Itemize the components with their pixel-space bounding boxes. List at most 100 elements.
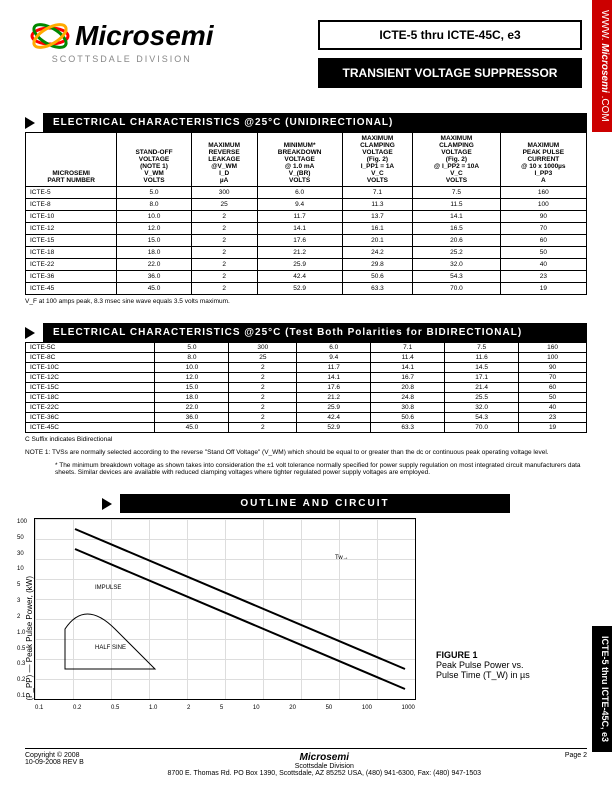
table-cell: 11.4 bbox=[371, 353, 445, 363]
table-cell: 19 bbox=[500, 283, 586, 295]
table-cell: 2 bbox=[229, 403, 297, 413]
table-row: ICTE-1818.0221.224.225.250 bbox=[26, 247, 587, 259]
table-cell: 6.0 bbox=[297, 343, 371, 353]
table-cell: 90 bbox=[519, 363, 587, 373]
table-cell: ICTE-12 bbox=[26, 223, 117, 235]
table-row: ICTE-1515.0217.620.120.660 bbox=[26, 235, 587, 247]
svg-text:Tw→: Tw→ bbox=[335, 555, 349, 561]
table-cell: 45.0 bbox=[117, 283, 191, 295]
table-cell: 15.0 bbox=[117, 235, 191, 247]
table-cell: 54.3 bbox=[445, 413, 519, 423]
table-cell: 24.8 bbox=[371, 393, 445, 403]
table-cell: 13.7 bbox=[342, 211, 413, 223]
table-cell: 32.0 bbox=[445, 403, 519, 413]
table-row: ICTE-18C18.0221.224.825.550 bbox=[26, 393, 587, 403]
table-cell: 14.5 bbox=[445, 363, 519, 373]
table-cell: 25.9 bbox=[297, 403, 371, 413]
note1: NOTE 1: TVSs are normally selected accor… bbox=[0, 446, 612, 459]
table-cell: 25 bbox=[229, 353, 297, 363]
table-cell: 15.0 bbox=[155, 383, 229, 393]
svg-text:HALF SINE: HALF SINE bbox=[95, 645, 126, 651]
table-cell: 90 bbox=[500, 211, 586, 223]
section1-title: ELECTRICAL CHARACTERISTICS @25°C (UNIDIR… bbox=[43, 113, 587, 132]
footer-company: Microsemi bbox=[168, 752, 482, 763]
table-row: ICTE-1010.0211.713.714.190 bbox=[26, 211, 587, 223]
table-cell: 100 bbox=[519, 353, 587, 363]
table-cell: 63.3 bbox=[342, 283, 413, 295]
table-cell: 5.0 bbox=[117, 187, 191, 199]
table-row: ICTE-55.03006.07.17.5160 bbox=[26, 187, 587, 199]
table-cell: 9.4 bbox=[257, 199, 342, 211]
table-cell: 20.8 bbox=[371, 383, 445, 393]
table-row: ICTE-45C45.0252.963.370.019 bbox=[26, 423, 587, 433]
footer-left: Copyright © 2008 10-09-2008 REV B bbox=[25, 752, 84, 766]
table-cell: ICTE-15 bbox=[26, 235, 117, 247]
chart-container: (P_PP) — Peak Pulse Power, (kW) IMPULSE … bbox=[25, 518, 587, 700]
column-header: MAXIMUM CLAMPING VOLTAGE (Fig. 2) @ I_PP… bbox=[413, 133, 501, 187]
table-cell: 5.0 bbox=[155, 343, 229, 353]
table-cell: 2 bbox=[191, 235, 257, 247]
table-cell: 70 bbox=[519, 373, 587, 383]
table-cell: 23 bbox=[500, 271, 586, 283]
table-cell: 21.2 bbox=[297, 393, 371, 403]
table-cell: 60 bbox=[500, 235, 586, 247]
table-cell: 160 bbox=[519, 343, 587, 353]
table-cell: 100 bbox=[500, 199, 586, 211]
svg-text:IMPULSE: IMPULSE bbox=[95, 585, 121, 591]
sidebar: WWW. Microsemi .COM ICTE-5 thru ICTE-45C… bbox=[592, 0, 612, 792]
table-cell: 36.0 bbox=[155, 413, 229, 423]
table-cell: 70.0 bbox=[413, 283, 501, 295]
column-header: MAXIMUM CLAMPING VOLTAGE (Fig. 2) I_PP1 … bbox=[342, 133, 413, 187]
table-cell: 17.6 bbox=[297, 383, 371, 393]
outline-header: OUTLINE AND CIRCUIT bbox=[0, 494, 612, 513]
table-cell: ICTE-10C bbox=[26, 363, 155, 373]
table-row: ICTE-2222.0225.929.832.040 bbox=[26, 259, 587, 271]
arrow-icon bbox=[25, 117, 35, 129]
table-cell: ICTE-45C bbox=[26, 423, 155, 433]
table-cell: 2 bbox=[191, 283, 257, 295]
logo-area: Microsemi SCOTTSDALE DIVISION bbox=[30, 20, 214, 64]
table-cell: 11.7 bbox=[297, 363, 371, 373]
table-cell: 36.0 bbox=[117, 271, 191, 283]
table-cell: 22.0 bbox=[155, 403, 229, 413]
division-label: SCOTTSDALE DIVISION bbox=[52, 54, 192, 64]
table-cell: 10.0 bbox=[155, 363, 229, 373]
table-cell: 17.1 bbox=[445, 373, 519, 383]
table-cell: 14.1 bbox=[297, 373, 371, 383]
table-cell: 16.5 bbox=[413, 223, 501, 235]
table-cell: 2 bbox=[229, 383, 297, 393]
table-cell: ICTE-18C bbox=[26, 393, 155, 403]
table-cell: 21.4 bbox=[445, 383, 519, 393]
table-cell: 2 bbox=[229, 393, 297, 403]
table-cell: 18.0 bbox=[155, 393, 229, 403]
table-cell: 2 bbox=[191, 223, 257, 235]
table-cell: 11.7 bbox=[257, 211, 342, 223]
table-row: ICTE-8C8.0259.411.411.6100 bbox=[26, 353, 587, 363]
table-cell: 16.7 bbox=[371, 373, 445, 383]
table-cell: 63.3 bbox=[371, 423, 445, 433]
table-cell: 21.2 bbox=[257, 247, 342, 259]
outline-title: OUTLINE AND CIRCUIT bbox=[120, 494, 510, 513]
table-cell: 24.2 bbox=[342, 247, 413, 259]
table-cell: 12.0 bbox=[117, 223, 191, 235]
table2: ICTE-5C5.03006.07.17.5160ICTE-8C8.0259.4… bbox=[25, 342, 587, 433]
table-cell: 2 bbox=[229, 413, 297, 423]
footer-address: 8700 E. Thomas Rd. PO Box 1390, Scottsda… bbox=[168, 770, 482, 777]
table-cell: 70 bbox=[500, 223, 586, 235]
table-cell: 2 bbox=[229, 373, 297, 383]
table-row: ICTE-22C22.0225.930.832.040 bbox=[26, 403, 587, 413]
table-cell: 52.9 bbox=[297, 423, 371, 433]
table-cell: ICTE-5C bbox=[26, 343, 155, 353]
company-name: Microsemi bbox=[75, 20, 214, 52]
table-cell: ICTE-36 bbox=[26, 271, 117, 283]
table-cell: 50 bbox=[519, 393, 587, 403]
table-cell: 14.1 bbox=[371, 363, 445, 373]
column-header: MICROSEMI PART NUMBER bbox=[26, 133, 117, 187]
table-row: ICTE-36C36.0242.450.654.323 bbox=[26, 413, 587, 423]
product-subtitle: TRANSIENT VOLTAGE SUPPRESSOR bbox=[318, 58, 582, 88]
table-cell: 25.9 bbox=[257, 259, 342, 271]
table-cell: 60 bbox=[519, 383, 587, 393]
table-cell: 8.0 bbox=[155, 353, 229, 363]
header: Microsemi SCOTTSDALE DIVISION ICTE-5 thr… bbox=[0, 0, 612, 98]
table-cell: ICTE-12C bbox=[26, 373, 155, 383]
